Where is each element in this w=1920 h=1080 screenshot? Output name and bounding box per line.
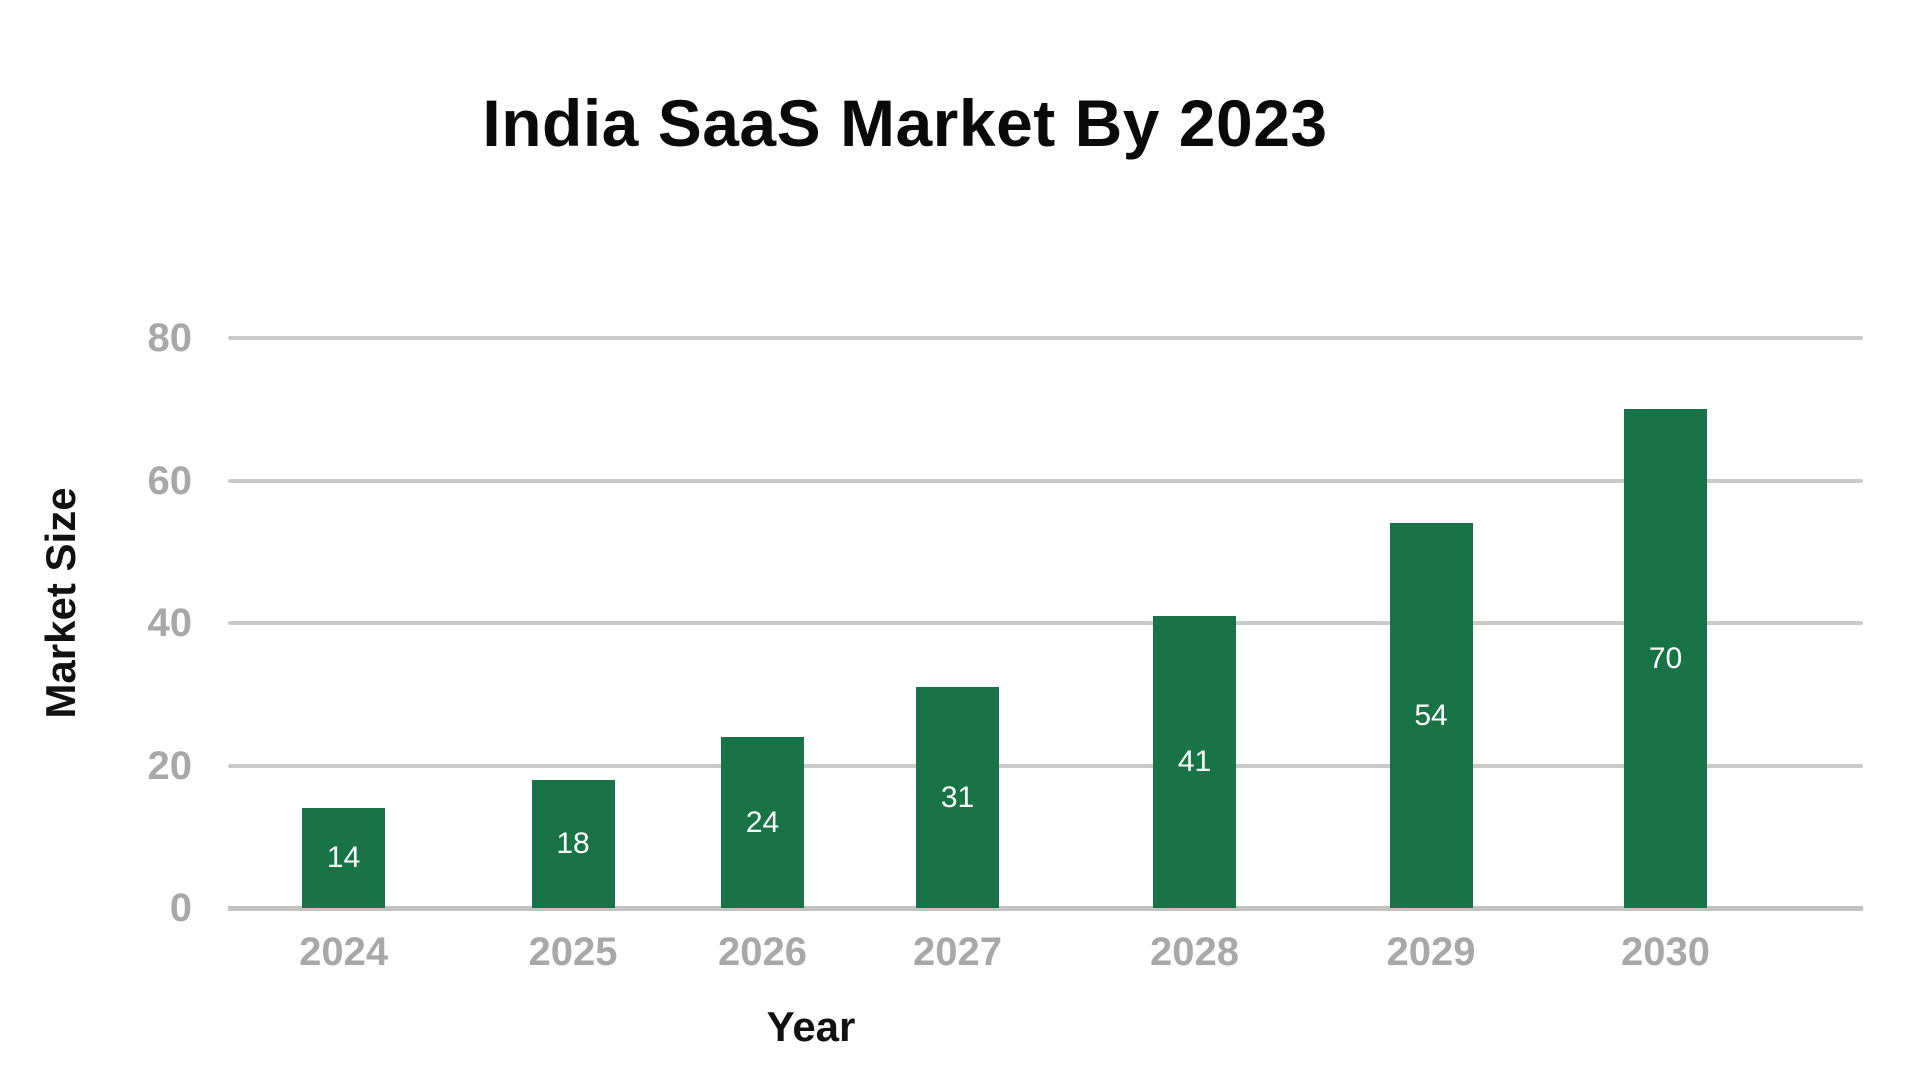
bar-2028: 41 xyxy=(1153,615,1236,908)
bar-value-label-2030: 70 xyxy=(1648,641,1683,675)
bar-value-label-2027: 31 xyxy=(940,780,975,814)
bar-2024: 14 xyxy=(302,808,386,908)
bar-value-label-2029: 54 xyxy=(1414,698,1448,732)
gridline-60 xyxy=(228,478,1863,483)
bar-2025: 18 xyxy=(531,779,615,908)
y-tick-label-0: 0 xyxy=(169,886,192,930)
x-tick-label-2030: 2030 xyxy=(1621,930,1710,974)
bar-value-label-2025: 18 xyxy=(556,826,590,860)
bar-value-label-2028: 41 xyxy=(1177,744,1212,778)
bar-2026: 24 xyxy=(721,737,804,908)
x-axis-title: Year xyxy=(766,1003,856,1050)
gridline-40 xyxy=(228,621,1863,625)
bar-value-label-2026: 24 xyxy=(745,805,780,839)
x-axis-line xyxy=(228,906,1863,911)
x-tick-label-2027: 2027 xyxy=(913,930,1002,974)
y-tick-label-60: 60 xyxy=(147,458,193,503)
gridline-20 xyxy=(228,763,1863,768)
bar-2027: 31 xyxy=(916,687,999,908)
bar-2030: 70 xyxy=(1624,409,1707,908)
chart-title: India SaaS Market By 2023 xyxy=(482,86,1328,160)
y-tick-label-40: 40 xyxy=(147,601,193,645)
bar-value-label-2024: 14 xyxy=(326,841,361,875)
bar-2029: 54 xyxy=(1389,523,1473,908)
x-tick-label-2026: 2026 xyxy=(718,930,807,974)
y-tick-label-80: 80 xyxy=(147,316,193,360)
x-tick-label-2028: 2028 xyxy=(1150,930,1239,974)
x-tick-label-2025: 2025 xyxy=(528,930,618,974)
y-tick-label-20: 20 xyxy=(147,743,193,788)
x-tick-label-2029: 2029 xyxy=(1386,930,1476,974)
gridline-80 xyxy=(228,336,1863,340)
x-tick-label-2024: 2024 xyxy=(299,930,389,974)
